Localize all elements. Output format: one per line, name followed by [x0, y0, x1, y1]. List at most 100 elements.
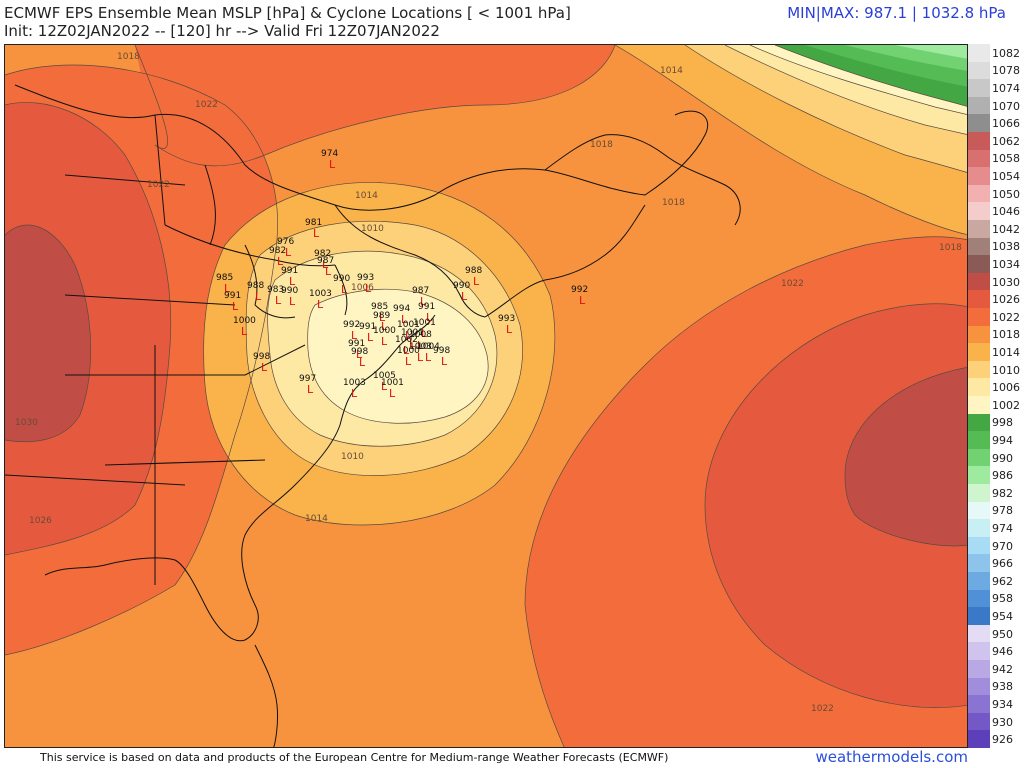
low-marker-icon: L — [461, 290, 468, 303]
low-marker-icon: L — [381, 335, 388, 348]
cyclone-pressure-label: 990 — [453, 281, 470, 291]
colorbar-swatch — [968, 642, 990, 661]
band-1030-southeast — [845, 367, 967, 546]
low-marker-icon: L — [241, 325, 248, 338]
colorbar-swatch — [968, 149, 990, 168]
cyclone-pressure-label: 997 — [299, 374, 316, 384]
isobar-labels: 1018 1022 1014 1018 1022 1014 1010 1018 1018 1022… — [15, 52, 962, 714]
isobar-label: 1014 — [660, 66, 683, 76]
isobar-label: 1010 — [361, 224, 384, 234]
low-marker-icon: L — [341, 283, 348, 296]
map-canvas: 1018 1022 1014 1018 1022 1014 1010 1018 1018 1022… — [5, 45, 967, 747]
colorbar-label: 990 — [992, 451, 1013, 465]
band-1022-north — [135, 45, 615, 166]
colorbar-label: 1022 — [992, 310, 1020, 324]
low-marker-icon: L — [441, 355, 448, 368]
colorbar-swatch — [968, 308, 990, 327]
colorbar-label: 930 — [992, 715, 1013, 729]
low-marker-icon: L — [322, 258, 329, 271]
colorbar-label: 982 — [992, 486, 1013, 500]
low-marker-icon: L — [405, 355, 412, 368]
cyclone-pressure-label: 1000 — [373, 326, 396, 336]
isobar-lines — [5, 45, 967, 747]
colorbar-label: 986 — [992, 469, 1013, 483]
cyclone-pressure-label: 998 — [253, 352, 270, 362]
cyclone-pressure-label: 991 — [224, 291, 241, 301]
pressure-map[interactable]: 1018 1022 1014 1018 1022 1014 1010 1018 1018 1022… — [4, 44, 968, 748]
colorbar-label: 1014 — [992, 346, 1020, 359]
low-marker-icon: L — [417, 339, 424, 352]
isobar-label: 1018 — [939, 243, 962, 253]
colorbar-swatch — [968, 79, 990, 98]
colorbar-swatch — [968, 132, 990, 151]
cyclone-pressure-label: 983 — [267, 285, 284, 295]
coastlines-borders — [5, 84, 741, 747]
cyclone-pressure-label: 982 — [314, 249, 331, 259]
low-marker-icon: L — [289, 295, 296, 308]
colorbar-swatch — [968, 272, 990, 291]
isobar-label: 1018 — [590, 140, 613, 150]
cyclone-pressure-label: 992 — [571, 285, 588, 295]
colorbar-label: 1034 — [992, 258, 1020, 271]
colorbar-label: 1050 — [992, 187, 1020, 201]
low-marker-icon: L — [289, 275, 296, 288]
cyclone-pressure-label: 976 — [277, 237, 294, 247]
low-marker-icon: L — [473, 275, 480, 288]
colorbar-label: 974 — [992, 522, 1013, 535]
isobar-label: 1018 — [117, 52, 140, 62]
colorbar-swatch — [968, 44, 990, 63]
low-marker-icon: L — [351, 329, 358, 342]
colorbar-label: 1078 — [992, 64, 1020, 78]
cyclone-pressure-label: 1002 — [395, 335, 418, 345]
colorbar-label: 958 — [992, 592, 1013, 606]
cyclone-pressure-label: 992 — [343, 320, 360, 330]
low-marker-icon: L — [579, 294, 586, 307]
low-marker-icon: L — [421, 327, 428, 340]
colorbar-label: 938 — [992, 680, 1013, 694]
cyclone-pressure-label: 987 — [412, 286, 429, 296]
colorbar-label: 1058 — [992, 152, 1020, 166]
cyclone-pressure-label: 1001 — [397, 320, 420, 330]
cyclone-pressure-label: 982 — [269, 246, 286, 256]
colorbar-label: 1082 — [992, 46, 1020, 60]
colorbar-swatch — [968, 114, 990, 133]
cyclone-pressure-label: 991 — [281, 266, 298, 276]
colorbar-swatch — [968, 96, 990, 115]
low-marker-icon: L — [313, 227, 320, 240]
band-986-northeast — [895, 45, 967, 59]
cyclone-pressure-label: 993 — [357, 273, 374, 283]
low-marker-icon: L — [356, 348, 363, 361]
colorbar-label: 1074 — [992, 82, 1020, 95]
colorbar-swatch — [968, 448, 990, 467]
colorbar-swatch — [968, 220, 990, 239]
low-marker-icon: L — [224, 282, 231, 295]
colorbar-swatch — [968, 325, 990, 344]
band-1002-center — [307, 289, 489, 424]
colorbar-label: 994 — [992, 434, 1013, 447]
low-marker-icon: L — [365, 282, 372, 295]
colorbar-swatch — [968, 431, 990, 450]
low-marker-icon: L — [425, 351, 432, 364]
isobar-label: 1010 — [341, 452, 364, 462]
cyclone-pressure-label: 1005 — [373, 371, 396, 381]
cyclone-pressure-label: 989 — [373, 311, 390, 321]
low-marker-icon: L — [409, 337, 416, 350]
min-max-readout: MIN|MAX: 987.1 | 1032.8 hPa — [787, 4, 1006, 22]
colorbar-label: 950 — [992, 627, 1013, 641]
cyclone-pressure-label: 991 — [348, 339, 365, 349]
cyclone-pressure-label: 998 — [351, 347, 368, 357]
colorbar-swatch — [968, 730, 990, 749]
colorbar-label: 1038 — [992, 240, 1020, 254]
low-marker-icon: L — [285, 246, 292, 259]
low-marker-icon: L — [232, 300, 239, 313]
low-marker-icon: L — [277, 255, 284, 268]
low-marker-icon: L — [401, 313, 408, 326]
site-link[interactable]: weathermodels.com — [815, 748, 968, 766]
colorbar-label: 934 — [992, 698, 1013, 711]
cyclone-pressure-label: 990 — [333, 274, 350, 284]
cyclone-pressure-label: 1001 — [413, 318, 436, 328]
colorbar-swatch — [968, 624, 990, 643]
cyclone-pressure-label: 981 — [305, 218, 322, 228]
colorbar-swatch — [968, 61, 990, 80]
colorbar-label: 1002 — [992, 398, 1020, 412]
